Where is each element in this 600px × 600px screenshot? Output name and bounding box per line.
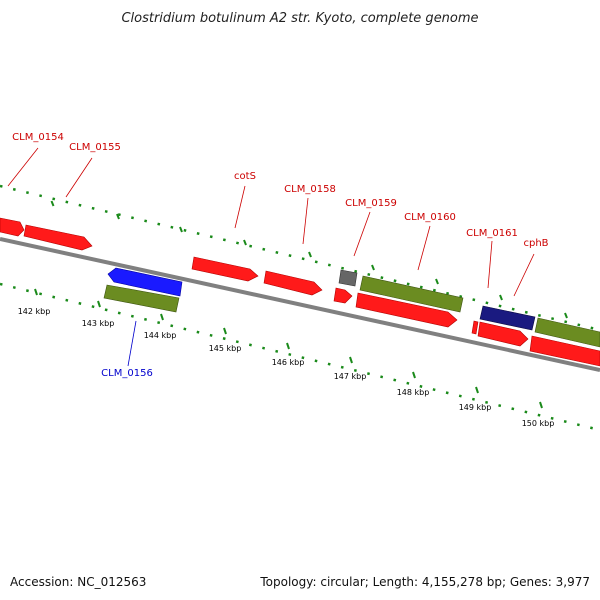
gene-CLM_0155-arrow[interactable]	[23, 224, 93, 251]
inner-major-tick	[34, 288, 38, 296]
inner-major-tick	[349, 356, 353, 364]
leader-CLM_0158	[302, 197, 309, 245]
accession-text: Accession: NC_012563	[10, 575, 146, 589]
inner-major-tick	[97, 300, 101, 308]
gene-label-CLM_0156[interactable]: CLM_0156	[101, 368, 153, 379]
inner-major-tick	[160, 313, 164, 321]
tick-label-148-kbp: 148 kbp	[397, 388, 430, 397]
outer-major-tick	[116, 213, 120, 220]
gene-CLM_0156-box[interactable]	[103, 284, 180, 313]
outer-ruler	[0, 184, 600, 332]
gene-CLM_0158-arrow[interactable]	[263, 270, 323, 296]
gene-label-cotS[interactable]: cotS	[234, 171, 256, 182]
inner-major-tick	[223, 327, 227, 335]
tick-label-150-kbp: 150 kbp	[522, 419, 555, 428]
gene-labels: CLM_0154 CLM_0155 cotS CLM_0158 CLM_0159…	[12, 132, 548, 379]
leader-CLM_0155	[65, 157, 93, 198]
outer-major-tick	[50, 200, 55, 207]
inner-major-tick	[539, 401, 543, 409]
label-leaders	[7, 147, 535, 367]
gene-label-CLM_0161[interactable]: CLM_0161	[466, 228, 518, 239]
gene-CLM_0156-arrow[interactable]	[107, 267, 183, 297]
gene-CLM_0161-arrow[interactable]	[477, 321, 529, 347]
gene-CLM_0154-arrow[interactable]	[0, 217, 25, 237]
gene-cotS-arrow[interactable]	[191, 256, 259, 282]
genome-backbone	[0, 237, 600, 372]
outer-ruler-dots	[0, 184, 600, 332]
tick-label-144-kbp: 144 kbp	[144, 331, 177, 340]
leader-cotS	[234, 185, 246, 229]
gene-label-CLM_0154[interactable]: CLM_0154	[12, 132, 64, 143]
gene-label-cphB[interactable]: cphB	[523, 238, 548, 249]
gene-label-CLM_0158[interactable]: CLM_0158	[284, 184, 336, 195]
leader-CLM_0160	[417, 225, 431, 271]
outer-major-tick	[243, 239, 247, 246]
tick-label-147-kbp: 147 kbp	[334, 372, 367, 381]
leader-CLM_0154	[7, 147, 39, 187]
inner-ruler-major-ticks	[34, 288, 543, 409]
inner-ruler	[0, 282, 600, 432]
gene-features	[0, 217, 600, 367]
tick-label-142-kbp: 142 kbp	[18, 307, 51, 316]
map-title: Clostridium botulinum A2 str. Kyoto, com…	[121, 11, 478, 26]
gene-CLM_0160-arrow[interactable]	[355, 292, 458, 328]
inner-major-tick	[412, 371, 416, 379]
gene-CLM_0159-box[interactable]	[338, 269, 358, 287]
outer-major-tick	[435, 278, 439, 285]
inner-ruler-dots	[0, 282, 600, 432]
leader-cphB	[513, 253, 535, 297]
outer-major-tick	[564, 312, 568, 319]
tick-label-143-kbp: 143 kbp	[82, 319, 115, 328]
tick-label-145-kbp: 145 kbp	[209, 344, 242, 353]
leader-CLM_0159	[353, 211, 371, 257]
gene-cphB-arrow[interactable]	[529, 335, 600, 367]
tick-label-146-kbp: 146 kbp	[272, 358, 305, 367]
genome-summary-text: Topology: circular; Length: 4,155,278 bp…	[259, 575, 590, 589]
gene-cphB-box[interactable]	[534, 317, 600, 348]
outer-major-tick	[499, 294, 503, 301]
gene-CLM_0159-arrow[interactable]	[333, 287, 353, 304]
gene-label-CLM_0159[interactable]: CLM_0159	[345, 198, 397, 209]
outer-ruler-major-ticks	[50, 200, 568, 319]
inner-major-tick	[475, 386, 479, 394]
gene-CLM_0161-box[interactable]	[479, 305, 536, 331]
leader-CLM_0161	[487, 240, 493, 289]
outer-major-tick	[179, 226, 183, 233]
tick-label-149-kbp: 149 kbp	[459, 403, 492, 412]
leader-CLM_0156	[127, 320, 137, 367]
gene-CLM_0161-fragment[interactable]	[471, 320, 479, 335]
gene-label-CLM_0160[interactable]: CLM_0160	[404, 212, 456, 223]
tick-labels: 142 kbp 143 kbp 144 kbp 145 kbp 146 kbp …	[18, 307, 555, 428]
outer-major-tick	[371, 264, 375, 271]
outer-major-tick	[308, 251, 312, 258]
inner-major-tick	[286, 342, 290, 350]
gene-CLM_0160-box[interactable]	[359, 275, 464, 313]
gene-label-CLM_0155[interactable]: CLM_0155	[69, 142, 121, 153]
